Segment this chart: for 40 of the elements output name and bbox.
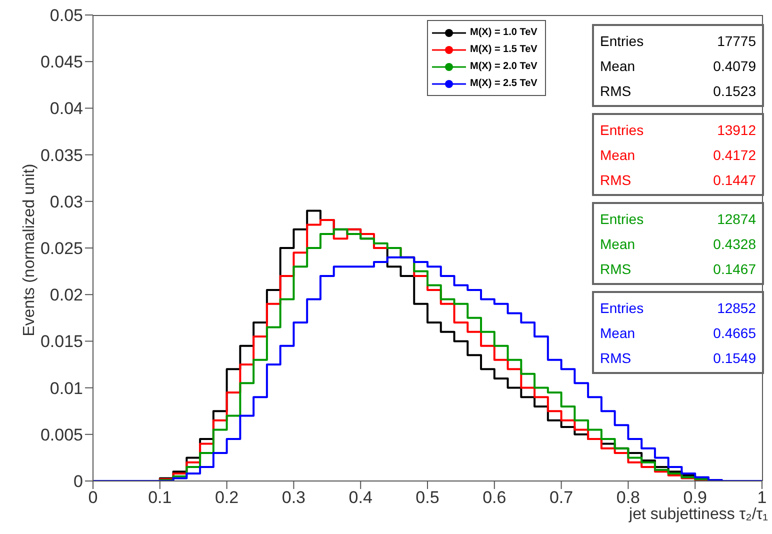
- text: Entries 13912: [600, 122, 756, 138]
- y-tick-label: 0: [74, 472, 83, 492]
- x-tick-label: 0.8: [616, 488, 640, 508]
- text: RMS 0.1467: [600, 260, 756, 276]
- text: Mean 0.4328: [600, 236, 756, 252]
- y-tick-label: 0.04: [50, 99, 83, 118]
- y-tick-label: 0.015: [40, 332, 83, 352]
- text: Mean 0.4665: [600, 324, 756, 340]
- y-tick-label: 0.045: [40, 52, 83, 72]
- y-tick-label: 0.01: [50, 378, 83, 398]
- legend-label: M(X) = 2.5 TeV: [470, 78, 538, 89]
- x-tick-label: 0: [88, 488, 98, 508]
- x-tick-label: 0.6: [482, 488, 506, 508]
- text: Entries 12874: [600, 210, 756, 226]
- x-tick-label: 0.1: [148, 488, 172, 508]
- x-tick-label: 0.9: [683, 488, 707, 508]
- x-tick-label: 0.2: [214, 488, 239, 508]
- text: Entries 12852: [600, 300, 756, 316]
- y-tick-label: 0.05: [50, 6, 83, 26]
- text: Mean 0.4172: [600, 146, 756, 162]
- legend-label: M(X) = 1.5 TeV: [470, 44, 538, 55]
- text: Entries 17775: [600, 32, 756, 48]
- y-axis-title: Events (normalized unit): [21, 164, 39, 336]
- x-tick-label: 1: [757, 488, 767, 508]
- text: RMS 0.1523: [600, 82, 756, 98]
- y-tick-label: 0.02: [50, 286, 83, 305]
- y-tick-label: 0.035: [40, 146, 83, 165]
- y-tick-label: 0.025: [40, 239, 83, 258]
- x-tick-label: 0.4: [348, 488, 372, 508]
- text: RMS 0.1549: [600, 350, 756, 366]
- text: RMS 0.1447: [600, 172, 756, 188]
- y-tick-label: 0.005: [40, 425, 83, 444]
- x-tick-label: 0.7: [549, 488, 574, 508]
- x-tick-label: 0.5: [416, 488, 440, 508]
- text: Mean 0.4079: [600, 58, 756, 74]
- x-axis-title: jet subjettiness τ₂/τ₁: [629, 506, 768, 524]
- legend-label: M(X) = 1.0 TeV: [470, 27, 538, 38]
- x-tick-label: 0.3: [282, 488, 306, 508]
- legend-label: M(X) = 2.0 TeV: [470, 61, 538, 72]
- y-tick-label: 0.03: [50, 192, 83, 212]
